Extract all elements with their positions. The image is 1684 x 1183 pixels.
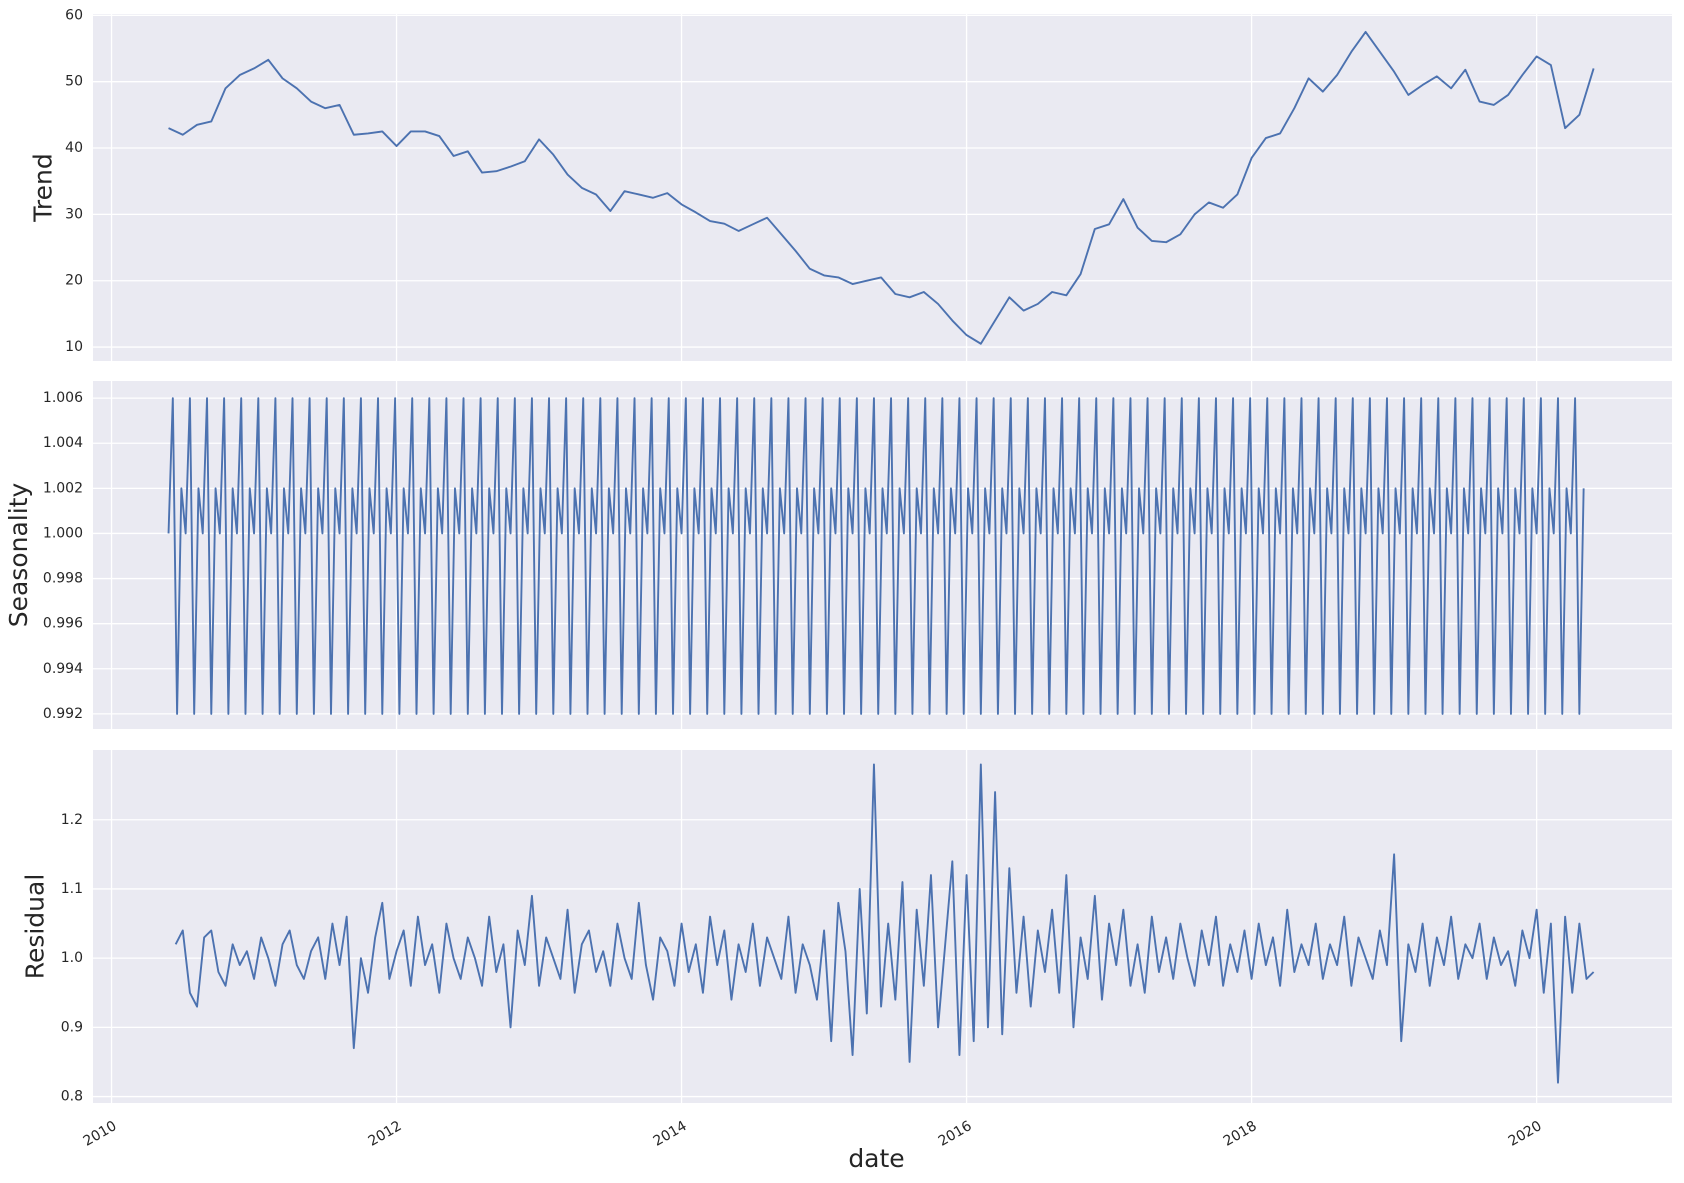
y-axis-label: Seasonality [4,483,33,628]
y-tick-label: 40 [65,140,83,156]
y-tick-label: 0.998 [43,571,83,587]
y-tick-label: 0.8 [61,1089,83,1105]
y-tick-label: 1.000 [43,525,83,541]
y-tick-label: 50 [65,74,83,90]
y-axis-label: Residual [20,874,49,980]
x-tick-label: 2016 [936,1118,975,1150]
series-line [174,763,1595,1084]
plot-background [93,14,1672,361]
y-tick-label: 1.006 [43,390,83,406]
x-tick-label: 2020 [1506,1118,1545,1150]
y-tick-label: 0.992 [43,706,83,722]
y-tick-label: 30 [65,206,83,222]
y-axis-label: Trend [29,153,58,222]
y-tick-label: 60 [65,7,83,23]
y-tick-label: 1.1 [61,881,83,897]
x-axis-label: date [848,1144,904,1173]
x-tick-label: 2014 [651,1118,690,1150]
series-line [168,30,1595,345]
y-tick-label: 0.994 [43,661,83,677]
x-tick-label: 2010 [81,1118,120,1150]
y-tick-label: 20 [65,273,83,289]
y-tick-label: 1.002 [43,480,83,496]
y-tick-label: 1.004 [43,435,83,451]
y-tick-label: 10 [65,339,83,355]
y-tick-label: 1.2 [61,812,83,828]
y-tick-label: 0.996 [43,616,83,632]
plot-background [93,750,1672,1103]
y-tick-label: 1.0 [61,950,83,966]
series-line [167,397,1585,715]
y-tick-label: 0.9 [61,1019,83,1035]
x-tick-label: 2018 [1221,1118,1260,1150]
x-tick-label: 2012 [366,1118,405,1150]
